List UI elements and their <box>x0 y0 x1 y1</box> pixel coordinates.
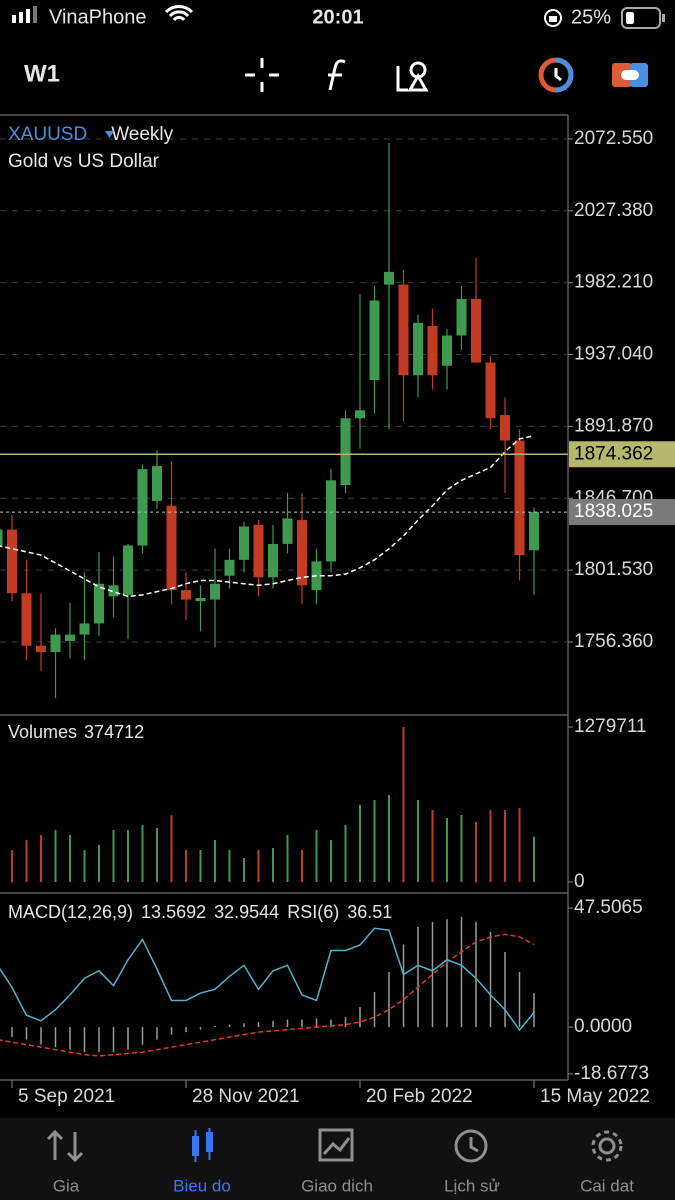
candle-body <box>181 590 191 600</box>
candle-body <box>427 325 438 376</box>
candle-body <box>65 634 75 641</box>
status-bar: VinaPhone 20:01 25% <box>12 5 665 29</box>
account-button[interactable] <box>612 63 648 87</box>
signal-last: 32.9544 <box>214 902 279 922</box>
symbol-dropdown[interactable] <box>105 131 114 138</box>
candle-body <box>398 284 409 376</box>
y-tick-label: 1937.040 <box>574 344 653 365</box>
candle-body <box>369 300 380 381</box>
candle-body <box>442 335 452 366</box>
candle-body <box>195 598 206 602</box>
macd-header: MACD(12,26,9) 13.5692 32.9544 RSI(6) 36.51 <box>8 902 392 922</box>
candle-body <box>21 593 32 646</box>
carrier: VinaPhone <box>49 6 147 28</box>
y-tick-label: 1801.530 <box>574 559 653 580</box>
candle-body <box>7 529 17 594</box>
timeframe-label: Weekly <box>111 124 173 145</box>
candle-body <box>485 362 496 419</box>
chart-frame <box>0 114 569 1081</box>
tab-label[interactable]: Lịch sử <box>444 1176 500 1195</box>
symbol[interactable]: XAUUSD <box>8 124 87 145</box>
candle-body <box>210 583 220 600</box>
indicators-button[interactable] <box>328 59 346 91</box>
candle-body <box>384 271 394 285</box>
y-tick-label: -18.6773 <box>574 1063 649 1084</box>
candle-body <box>413 322 423 376</box>
y-tick-label: 0 <box>574 871 585 892</box>
tab-label[interactable]: Bieu do <box>173 1176 231 1195</box>
candle-body <box>0 529 3 546</box>
candle-body <box>340 418 351 486</box>
toolbar: W1 <box>24 57 648 93</box>
tab-label[interactable]: Cai dat <box>580 1176 634 1195</box>
candle-body <box>152 465 162 501</box>
candle-body <box>514 440 525 556</box>
price-level-box <box>569 441 675 468</box>
candle-body <box>326 480 336 562</box>
timeframe-button[interactable]: W1 <box>24 60 60 87</box>
x-tick-label: 20 Feb 2022 <box>366 1086 473 1107</box>
candle-body <box>108 585 119 597</box>
trade-button[interactable] <box>538 57 574 93</box>
battery-level: 25% <box>571 6 611 28</box>
rsi-line <box>0 927 535 1032</box>
macd-title: MACD(12,26,9) <box>8 902 133 922</box>
candle-body <box>137 469 148 546</box>
candle-body <box>50 634 61 653</box>
y-tick-label: 0.0000 <box>574 1016 632 1037</box>
symbol-description: Gold vs US Dollar <box>8 151 160 172</box>
x-tick-label: 5 Sep 2021 <box>18 1086 115 1107</box>
y-tick-label: 2027.380 <box>574 200 653 221</box>
y-tick-label: 1982.210 <box>574 272 653 293</box>
candle-body <box>456 298 467 336</box>
crosshair-button[interactable] <box>245 58 279 92</box>
candle-body <box>268 543 278 578</box>
y-tick-label: 1891.870 <box>574 415 653 436</box>
price-level-label: 1874.362 <box>574 443 653 464</box>
candle-body <box>253 524 264 578</box>
y-tick-label: 47.5065 <box>574 897 643 918</box>
candle-body <box>239 526 249 560</box>
volume-title: Volumes <box>8 722 77 742</box>
clock: 20:01 <box>312 6 363 28</box>
y-tick-label: 1756.360 <box>574 631 653 652</box>
candle-body <box>282 518 293 544</box>
candle-body <box>297 520 307 586</box>
candle-body <box>94 583 104 624</box>
tab-label[interactable]: Gia <box>53 1176 80 1195</box>
candle-body <box>79 623 90 635</box>
plot-area: 2072.550 2027.380 1982.210 1937.040 1891.870… <box>0 128 675 1107</box>
candle-body <box>500 415 510 441</box>
volume-last: 374712 <box>84 722 144 742</box>
candle-body <box>166 505 177 591</box>
y-tick-label: 2072.550 <box>574 128 653 149</box>
rsi-title: RSI(6) <box>287 902 339 922</box>
last-price-box <box>569 499 675 526</box>
x-tick-label: 15 May 2022 <box>540 1086 650 1107</box>
tab-bar: Gia Bieu do Giao dich Lịch sử Cai dat <box>0 1118 675 1200</box>
candle-body <box>471 298 481 363</box>
candle-body <box>529 512 539 551</box>
symbol-header: XAUUSD Weekly <box>8 124 174 145</box>
y-tick-label: 1279711 <box>574 716 647 737</box>
signal-line <box>0 933 535 1057</box>
tab-label[interactable]: Giao dich <box>301 1176 373 1195</box>
objects-button[interactable] <box>396 61 429 92</box>
candle-body <box>123 545 133 595</box>
candle-body <box>36 645 46 653</box>
last-price-label: 1838.025 <box>574 501 653 522</box>
macd-last: 13.5692 <box>141 902 206 922</box>
rsi-last: 36.51 <box>347 902 392 922</box>
x-tick-label: 28 Nov 2021 <box>192 1086 300 1107</box>
candle-body <box>224 559 235 576</box>
candle-body <box>355 410 365 419</box>
volume-header: Volumes 374712 <box>8 722 144 742</box>
moving-average <box>0 435 535 598</box>
